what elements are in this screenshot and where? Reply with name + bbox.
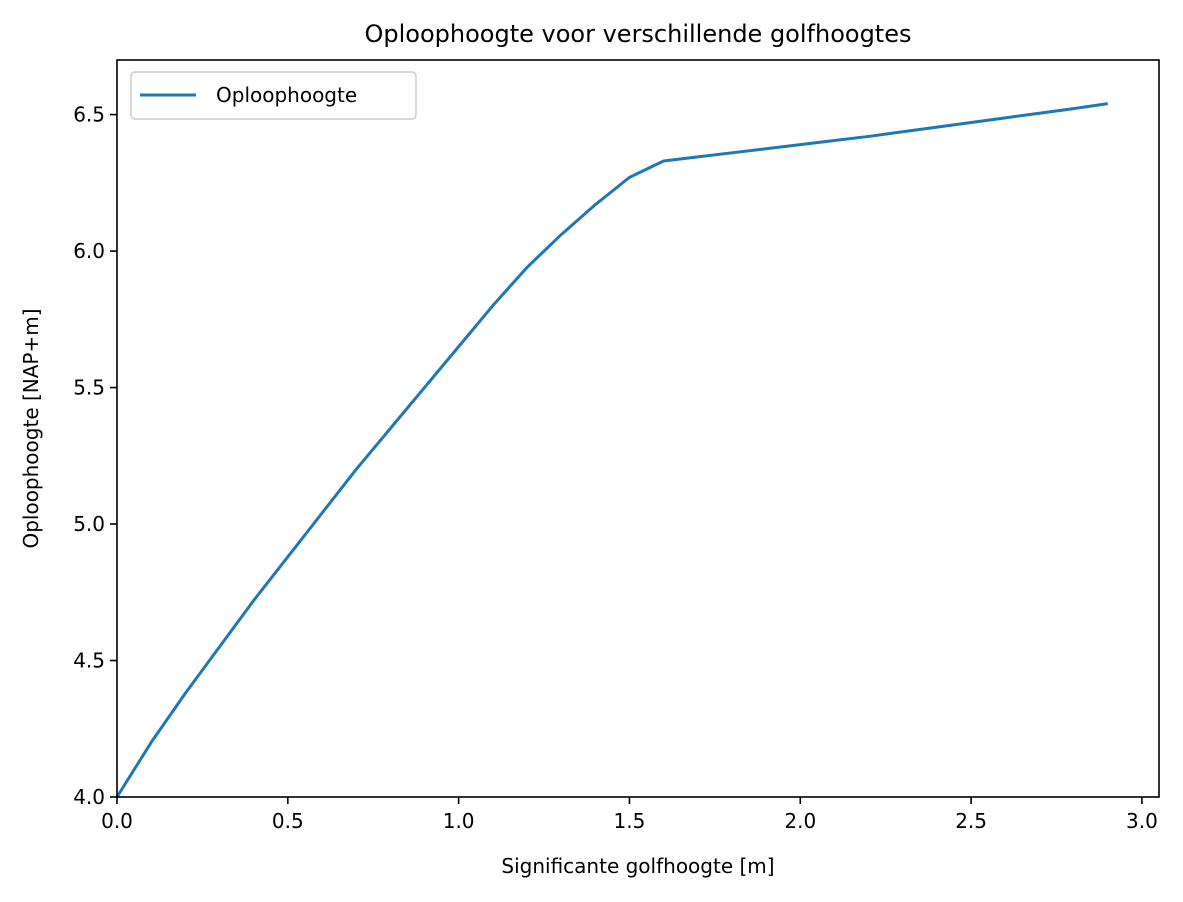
legend-box [130,71,417,120]
chart-title: Oploophoogte voor verschillende golfhoog… [365,20,912,48]
y-tick-label: 4.0 [73,785,105,809]
x-tick-label: 0.0 [101,809,133,833]
x-tick-label: 2.0 [784,809,816,833]
y-tick-label: 5.0 [73,512,105,536]
x-tick-label: 1.0 [443,809,475,833]
x-tick-label: 0.5 [272,809,304,833]
x-axis-label: Significante golfhoogte [m] [501,854,774,878]
y-tick-label: 4.5 [73,649,105,673]
axes-frame [116,59,1160,798]
series-line-oploophoogte [115,102,1108,798]
legend-label: Oploophoogte [216,83,357,107]
y-tick-label: 6.5 [73,103,105,127]
y-tick-label: 5.5 [73,376,105,400]
x-tick-label: 1.5 [614,809,646,833]
y-tick-label: 6.0 [73,239,105,263]
legend: Oploophoogte [130,71,417,120]
y-axis-label: Oploophoogte [NAP+m] [19,308,43,548]
x-tick-label: 2.5 [955,809,987,833]
x-tick-label: 3.0 [1126,809,1158,833]
